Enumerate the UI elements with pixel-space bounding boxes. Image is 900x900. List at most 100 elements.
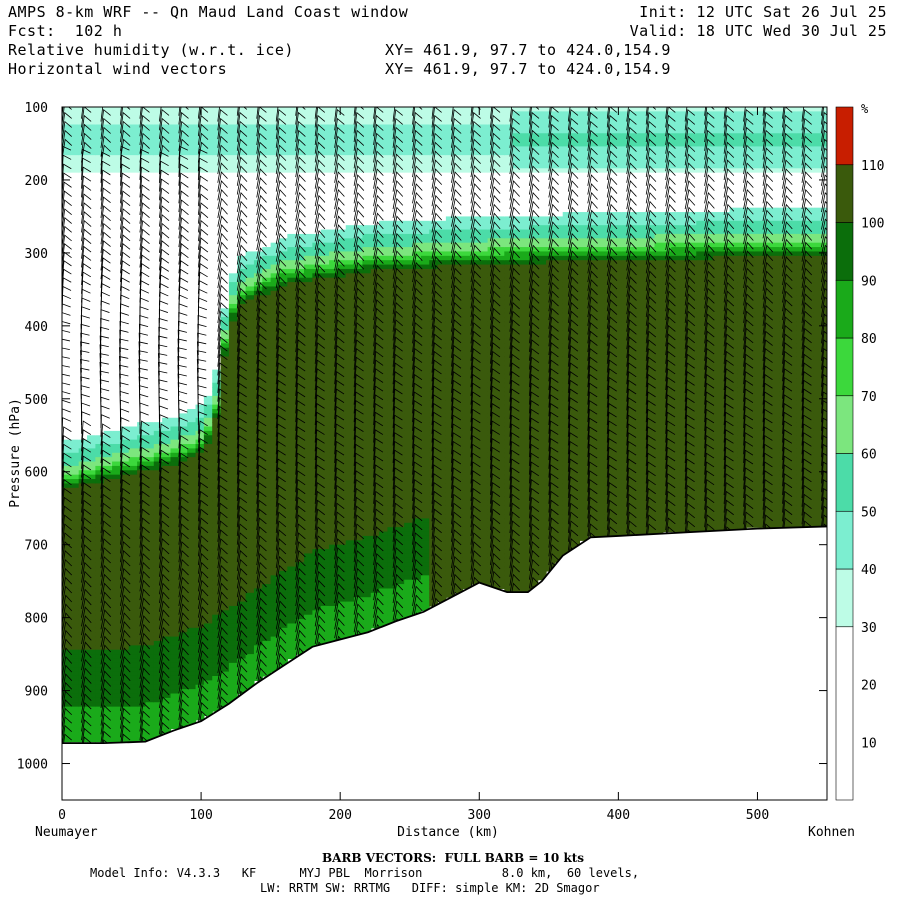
- rh-cell: [95, 255, 105, 261]
- rh-cell: [262, 575, 272, 581]
- rh-cell: [212, 452, 222, 458]
- rh-cell: [287, 540, 297, 546]
- rh-cell: [145, 605, 155, 611]
- rh-cell: [304, 409, 313, 414]
- rh-cell: [187, 605, 197, 611]
- rh-cell: [95, 719, 105, 725]
- rh-cell: [337, 277, 347, 283]
- rh-cell: [145, 658, 155, 664]
- rh-cell: [212, 404, 222, 410]
- rh-cell: [287, 264, 297, 270]
- rh-cell: [187, 273, 197, 279]
- rh-cell: [78, 566, 88, 572]
- rh-cell: [95, 675, 105, 681]
- rh-cell: [362, 522, 372, 528]
- rh-cell: [228, 168, 238, 174]
- rh-cell: [287, 496, 297, 502]
- rh-cell: [87, 684, 96, 690]
- rh-cell: [145, 247, 155, 253]
- rh-cell: [62, 500, 71, 506]
- rh-cell: [312, 584, 322, 590]
- rh-cell: [278, 373, 288, 379]
- rh-cell: [87, 597, 96, 603]
- rh-cell: [220, 544, 230, 550]
- rh-cell: [253, 584, 263, 590]
- rh-cell: [120, 255, 130, 261]
- rh-cell: [128, 360, 138, 366]
- rh-cell: [220, 133, 230, 139]
- rh-cell: [345, 347, 355, 353]
- rh-cell: [245, 444, 255, 449]
- rh-cell: [162, 496, 172, 502]
- rh-cell: [178, 338, 188, 344]
- rh-cell: [128, 286, 138, 292]
- rh-cell: [95, 194, 105, 200]
- rh-cell: [153, 697, 163, 703]
- rh-cell: [245, 303, 255, 309]
- rh-cell: [212, 277, 222, 283]
- rh-cell: [145, 290, 155, 296]
- rh-cell: [362, 142, 372, 147]
- rh-cell: [62, 737, 71, 743]
- rh-cell: [170, 198, 180, 204]
- rh-cell: [78, 391, 88, 397]
- rh-cell: [162, 509, 172, 515]
- rh-cell: [170, 636, 180, 642]
- rh-cell: [187, 343, 197, 349]
- rh-cell: [253, 592, 263, 598]
- rh-cell: [70, 264, 80, 270]
- rh-cell: [362, 514, 372, 520]
- rh-cell: [87, 290, 96, 296]
- rh-cell: [87, 382, 96, 388]
- rh-cell: [153, 640, 163, 646]
- rh-cell: [78, 212, 88, 218]
- rh-cell: [78, 356, 88, 362]
- rh-cell: [195, 518, 205, 524]
- rh-cell: [345, 303, 355, 309]
- rh-cell: [320, 382, 330, 388]
- rh-cell: [320, 509, 330, 515]
- rh-cell: [128, 382, 138, 388]
- rh-cell: [120, 352, 130, 358]
- rh-cell: [170, 172, 180, 178]
- rh-cell: [304, 540, 313, 546]
- rh-cell: [220, 317, 230, 323]
- rh-cell: [228, 566, 238, 572]
- rh-cell: [145, 128, 155, 134]
- rh-cell: [287, 360, 297, 366]
- rh-cell: [170, 277, 180, 283]
- rh-cell: [153, 535, 163, 541]
- rh-cell: [103, 268, 113, 274]
- rh-cell: [187, 636, 197, 642]
- rh-cell: [103, 177, 113, 183]
- rh-cell: [62, 382, 71, 388]
- rh-cell: [170, 124, 180, 130]
- rh-cell: [70, 268, 80, 274]
- rh-cell: [187, 654, 197, 660]
- rh-cell: [162, 303, 172, 309]
- rh-cell: [195, 417, 205, 423]
- rh-cell: [153, 194, 163, 200]
- rh-cell: [178, 330, 188, 336]
- rh-cell: [87, 500, 96, 506]
- rh-cell: [345, 448, 355, 454]
- rh-cell: [295, 619, 305, 625]
- rh-cell: [170, 662, 180, 668]
- rh-cell: [203, 430, 213, 436]
- rh-cell: [203, 649, 213, 655]
- rh-cell: [178, 290, 188, 296]
- rh-cell: [62, 689, 71, 695]
- valid-time: Valid: 18 UTC Wed 30 Jul 25: [629, 22, 887, 40]
- rh-cell: [262, 584, 272, 590]
- rh-cell: [170, 649, 180, 655]
- rh-cell: [262, 155, 272, 161]
- rh-cell: [220, 627, 230, 633]
- rh-cell: [112, 317, 122, 323]
- rh-cell: [128, 619, 138, 625]
- rh-cell: [70, 317, 80, 323]
- rh-cell: [304, 505, 313, 511]
- field-label-rh: Relative humidity (w.r.t. ice): [8, 41, 294, 59]
- rh-cell: [70, 649, 80, 655]
- rh-cell: [145, 325, 155, 331]
- rh-cell: [95, 693, 105, 699]
